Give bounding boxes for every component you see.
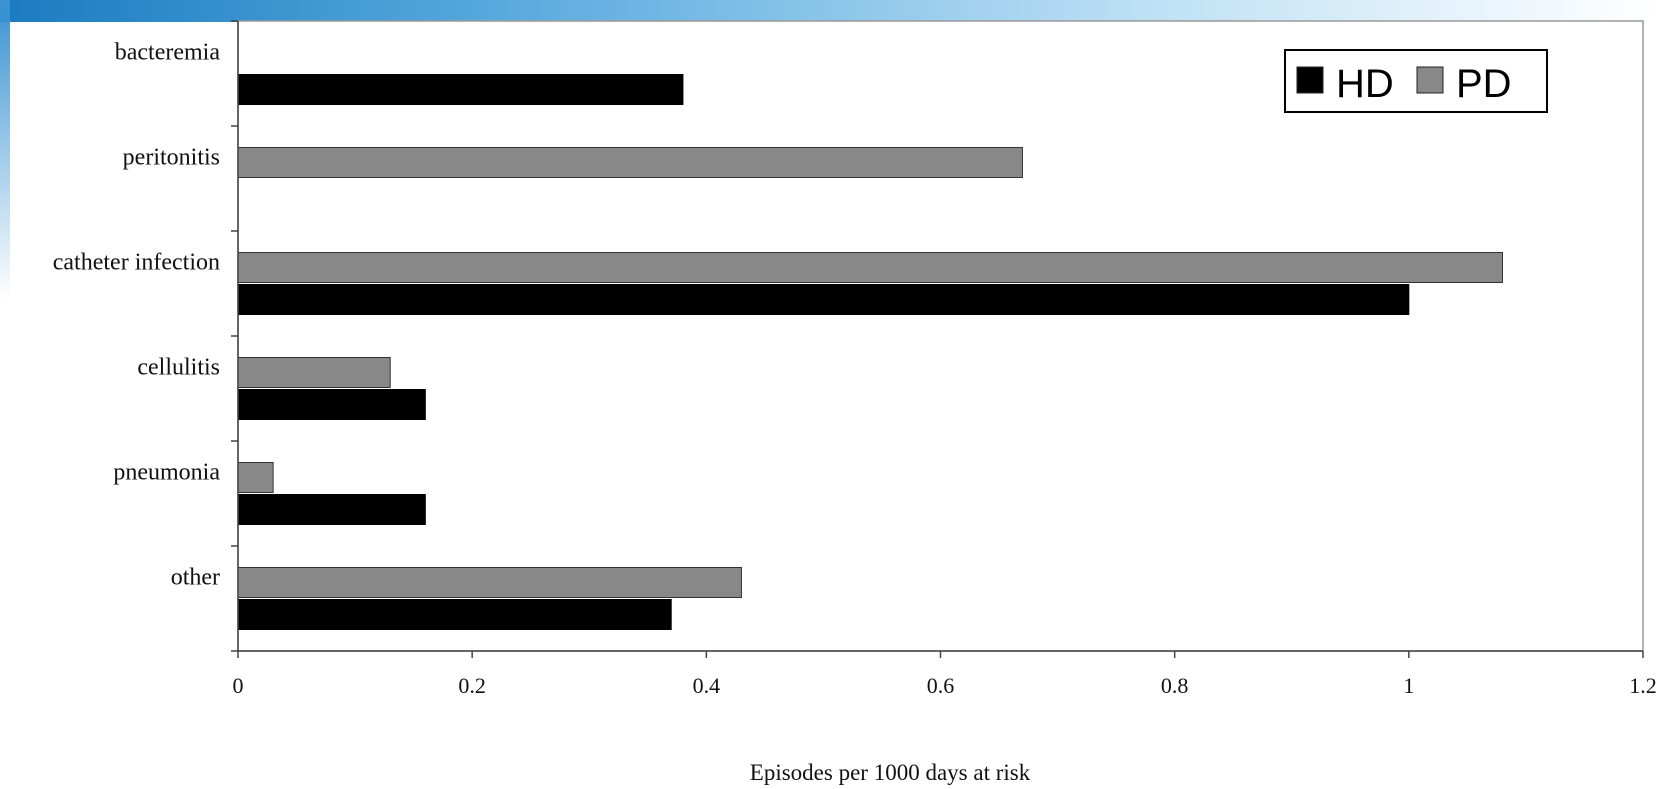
bar-hd-bacteremia: [237, 74, 684, 105]
x-axis-title: Episodes per 1000 days at risk: [750, 760, 1031, 785]
category-label-pneumonia: pneumonia: [113, 460, 220, 486]
category-label-catheter-infection: catheter infection: [53, 250, 220, 276]
x-tick-label: 1: [1403, 673, 1414, 698]
bar-pd-pneumonia: [237, 462, 274, 493]
bar-pd-catheter-infection: [237, 252, 1503, 283]
x-tick-label: 0.4: [693, 673, 721, 698]
legend-swatch-hd: [1296, 66, 1324, 94]
category-label-other: other: [171, 565, 220, 591]
category-label-bacteremia: bacteremia: [115, 40, 221, 66]
bars-group: [237, 74, 1503, 630]
category-label-peritonitis: peritonitis: [123, 145, 220, 171]
x-tick-label: 0.8: [1161, 673, 1189, 698]
x-tick-label: 0.6: [927, 673, 955, 698]
bar-hd-catheter-infection: [237, 284, 1410, 315]
bar-pd-peritonitis: [237, 147, 1023, 178]
x-tick-label: 0: [233, 673, 244, 698]
legend-swatch-pd: [1416, 66, 1444, 94]
x-tick-label: 1.2: [1629, 673, 1656, 698]
category-label-cellulitis: cellulitis: [137, 355, 220, 381]
plot-area: [237, 20, 1644, 652]
legend-label-pd: PD: [1456, 62, 1512, 106]
legend: HD PD: [1284, 49, 1548, 113]
x-tick-label: 0.2: [458, 673, 486, 698]
bar-hd-other: [237, 599, 672, 630]
legend-box: [1284, 49, 1548, 113]
y-axis: bacteremia peritonitis catheter infection c…: [53, 20, 239, 652]
bar-hd-cellulitis: [237, 389, 426, 420]
header-gradient-band: [0, 0, 1656, 22]
legend-label-hd: HD: [1336, 62, 1394, 106]
bar-hd-pneumonia: [237, 494, 426, 525]
bar-pd-cellulitis: [237, 357, 391, 388]
x-axis: 0 0.2 0.4 0.6 0.8 1 1.2: [233, 650, 1656, 698]
bar-pd-other: [237, 567, 742, 598]
side-gradient-band: [0, 0, 10, 300]
